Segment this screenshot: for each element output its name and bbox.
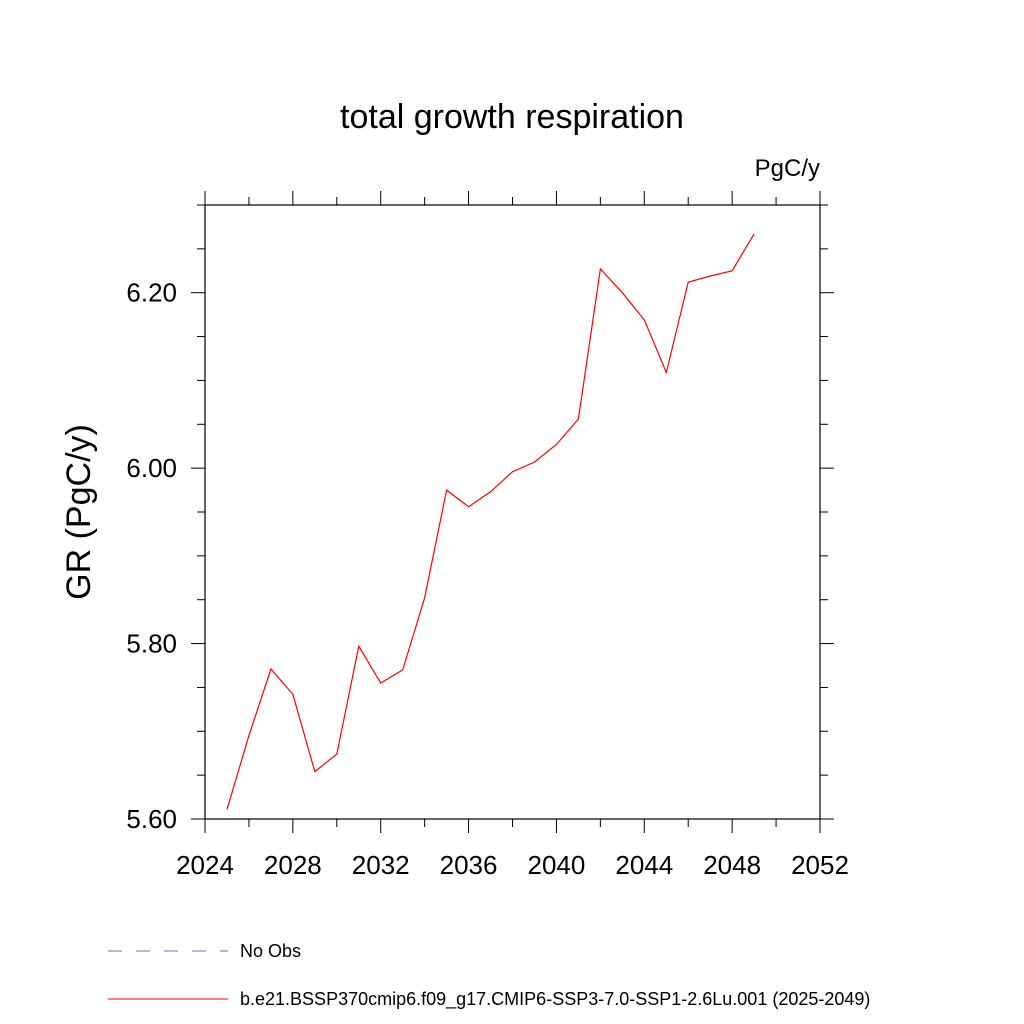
y-axis-label: GR (PgC/y) — [60, 424, 98, 600]
chart-title: total growth respiration — [340, 98, 684, 136]
x-tick-label: 2044 — [615, 850, 673, 880]
y-tick-label: 6.20 — [126, 278, 177, 308]
x-tick-label: 2036 — [440, 850, 498, 880]
ticks-layer: 2024 2028 2032 2036 2040 2044 2048 2052 5.60 5.80… — [126, 191, 849, 880]
series-line — [226, 233, 755, 810]
x-tick-label: 2052 — [791, 850, 849, 880]
legend-label-no-obs: No Obs — [240, 941, 302, 961]
x-tick-label: 2024 — [176, 850, 234, 880]
plot-frame — [204, 204, 821, 820]
x-tick-label: 2040 — [528, 850, 586, 880]
units-label: PgC/y — [754, 155, 820, 182]
series-layer — [226, 233, 755, 810]
x-tick-label: 2028 — [264, 850, 322, 880]
legend-label-series: b.e21.BSSP370cmip6.f09_g17.CMIP6-SSP3-7.… — [240, 989, 871, 1009]
x-tick-label: 2048 — [703, 850, 761, 880]
y-tick-label: 6.00 — [126, 453, 177, 483]
x-tick-label: 2032 — [352, 850, 410, 880]
y-tick-label: 5.80 — [126, 629, 177, 659]
y-tick-label: 5.60 — [126, 804, 177, 834]
legend-layer — [108, 950, 228, 1000]
